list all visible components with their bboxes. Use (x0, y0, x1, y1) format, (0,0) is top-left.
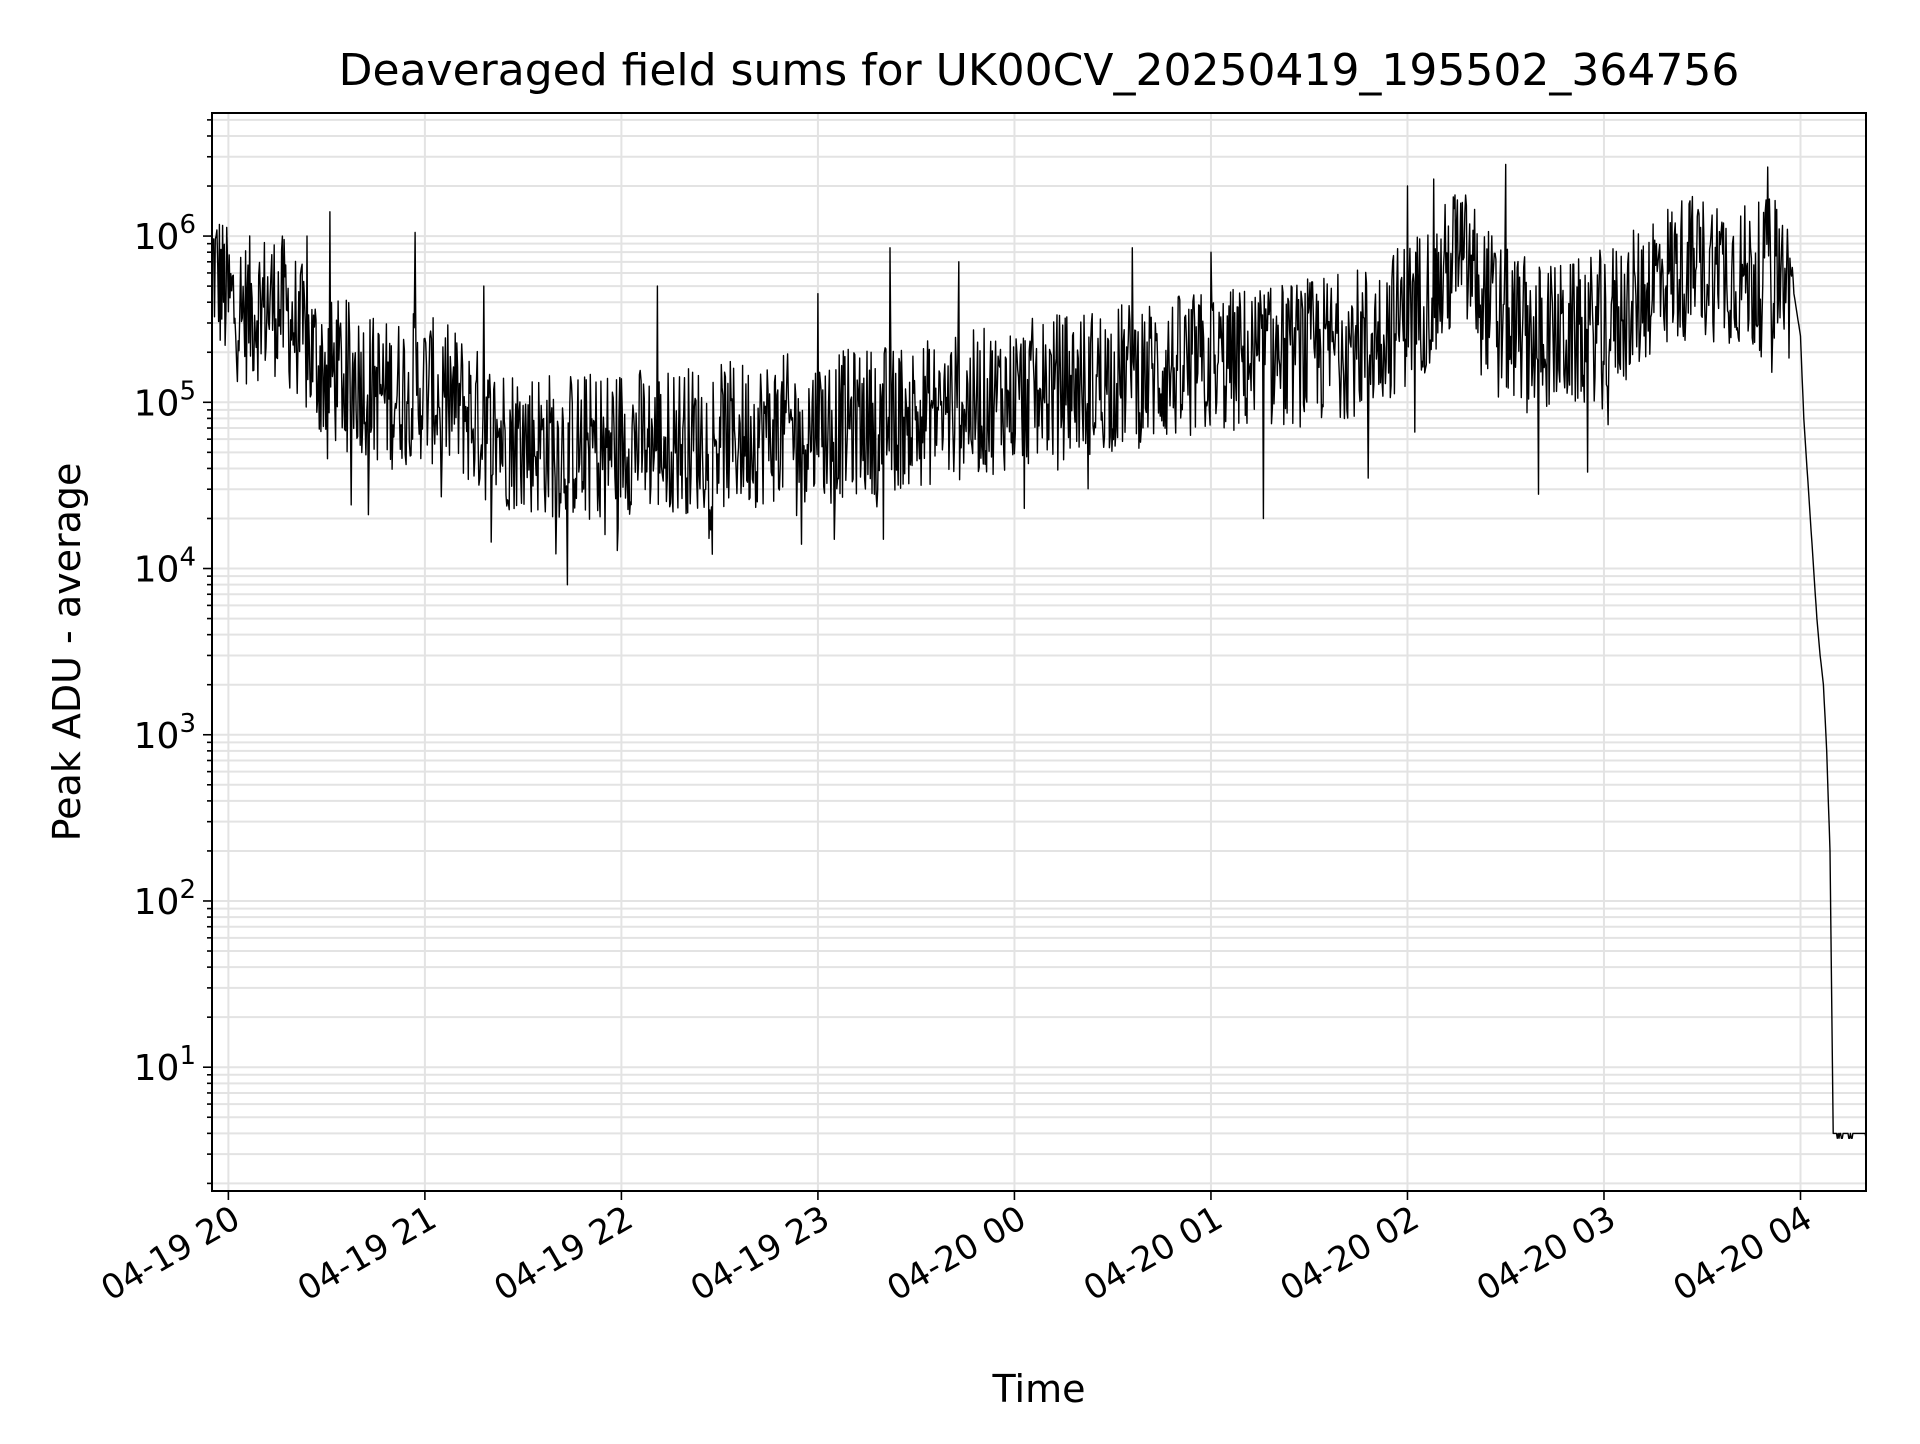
x-tick-label: 04-19 22 (488, 1198, 640, 1309)
x-axis-label: Time (992, 1367, 1086, 1411)
plot-frame (211, 112, 1867, 1192)
x-tick-label: 04-19 21 (291, 1198, 443, 1309)
x-tick-label: 04-20 01 (1077, 1198, 1229, 1309)
data-series-line (211, 163, 1867, 1139)
y-axis-label: Peak ADU - average (45, 463, 89, 842)
y-tick-label: 101 (134, 1041, 196, 1089)
chart-title: Deaveraged field sums for UK00CV_2025041… (339, 45, 1740, 96)
y-tick-label: 106 (134, 210, 196, 258)
y-tick-label: 104 (134, 543, 196, 591)
y-tick-label: 105 (134, 376, 196, 424)
y-tick-label: 102 (134, 875, 196, 923)
x-tick-label: 04-19 23 (684, 1198, 836, 1309)
y-tick-label: 103 (134, 709, 196, 757)
x-tick-label: 04-20 04 (1667, 1198, 1819, 1309)
x-tick-label: 04-20 02 (1274, 1198, 1426, 1309)
grid (212, 113, 1866, 1191)
series-layer (211, 163, 1867, 1139)
x-tick-label: 04-19 20 (94, 1198, 246, 1309)
x-tick-label: 04-20 00 (881, 1198, 1033, 1309)
x-tick-label: 04-20 03 (1470, 1198, 1622, 1309)
